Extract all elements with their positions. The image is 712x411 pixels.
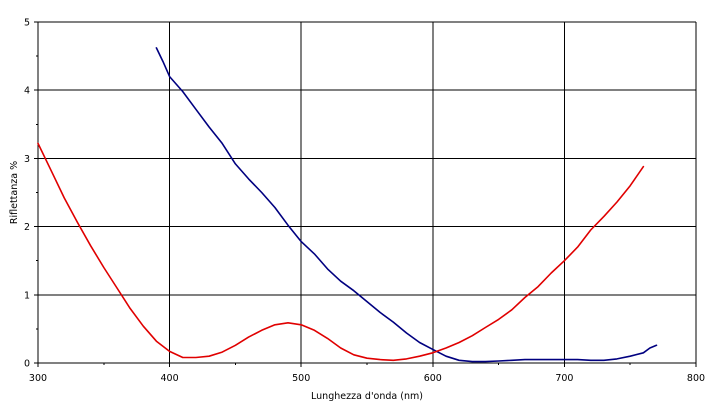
series-line-1 — [155, 47, 658, 363]
grid-layer — [38, 21, 697, 363]
series-line-2 — [37, 142, 645, 362]
series-layer — [37, 47, 658, 363]
tick-label-layer: 0 1 2 3 4 5 300 400 500 600 700 800 — [24, 18, 705, 385]
x-tick-label-800: 800 — [687, 373, 705, 384]
x-tick-label-700: 700 — [555, 373, 573, 384]
y-tick-label-5: 5 — [24, 18, 30, 29]
y-tick-label-3: 3 — [24, 154, 30, 165]
x-tick-label-300: 300 — [29, 373, 47, 384]
x-axis-title: Lunghezza d'onda (nm) — [311, 391, 423, 402]
x-tick-label-500: 500 — [292, 373, 310, 384]
y-tick-label-4: 4 — [24, 86, 30, 97]
x-tick-label-400: 400 — [161, 373, 179, 384]
axis-layer — [34, 21, 697, 367]
y-tick-label-2: 2 — [24, 222, 30, 233]
y-tick-label-0: 0 — [24, 359, 30, 370]
y-tick-label-1: 1 — [24, 290, 30, 301]
y-axis-title: Riflettanza % — [9, 161, 20, 224]
x-tick-label-600: 600 — [424, 373, 442, 384]
